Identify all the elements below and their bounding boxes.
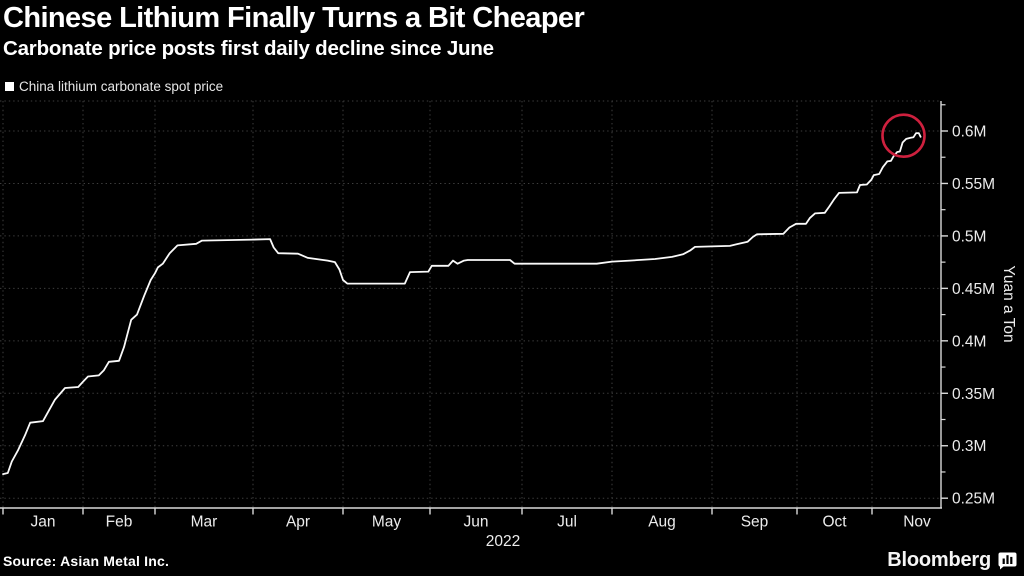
x-tick-label: Apr xyxy=(286,514,310,531)
bloomberg-wordmark: Bloomberg xyxy=(887,549,991,571)
x-tick-label: Jan xyxy=(31,514,56,531)
bloomberg-logo: Bloomberg xyxy=(887,549,1017,572)
x-tick-label: Feb xyxy=(106,514,133,531)
x-tick-label: Oct xyxy=(822,514,847,531)
highlight-circle-annotation xyxy=(881,113,926,158)
y-tick-labels: 0.6M 0.55M 0.5M 0.45M 0.4M 0.35M 0.3M 0.25M Yuan… xyxy=(952,124,1017,508)
source-note: Source: Asian Metal Inc. xyxy=(3,553,170,569)
page-title: Chinese Lithium Finally Turns a Bit Chea… xyxy=(3,2,585,34)
x-tick-label: May xyxy=(372,514,402,531)
y-tick-label: 0.55M xyxy=(952,176,995,193)
y-axis-title: Yuan a Ton xyxy=(1000,265,1017,342)
y-tick-label: 0.4M xyxy=(952,333,986,350)
x-tick-label: Nov xyxy=(903,514,931,531)
bloomberg-terminal-icon xyxy=(998,552,1017,569)
axis-ticks xyxy=(2,104,948,515)
legend-swatch-icon xyxy=(5,82,14,91)
x-tick-label: Mar xyxy=(191,514,218,531)
page-subtitle: Carbonate price posts first daily declin… xyxy=(3,37,494,60)
y-tick-label: 0.45M xyxy=(952,281,995,298)
y-tick-label: 0.25M xyxy=(952,491,995,508)
y-tick-label: 0.5M xyxy=(952,228,986,245)
axes xyxy=(0,101,942,509)
legend-label: China lithium carbonate spot price xyxy=(19,79,224,94)
x-tick-label: Jun xyxy=(464,514,489,531)
x-tick-label: Jul xyxy=(557,514,577,531)
y-tick-label: 0.3M xyxy=(952,438,986,455)
x-tick-label: Sep xyxy=(741,514,769,531)
x-tick-label: Aug xyxy=(648,514,676,531)
year-label: 2022 xyxy=(486,533,520,550)
grid-lines xyxy=(0,100,941,508)
chart-legend: China lithium carbonate spot price xyxy=(5,79,223,94)
y-tick-label: 0.35M xyxy=(952,386,995,403)
price-line xyxy=(2,132,922,476)
y-tick-label: 0.6M xyxy=(952,124,986,141)
x-tick-labels: Jan Feb Mar Apr May Jun Jul Aug Sep Oct Nov 2022 xyxy=(31,514,932,551)
